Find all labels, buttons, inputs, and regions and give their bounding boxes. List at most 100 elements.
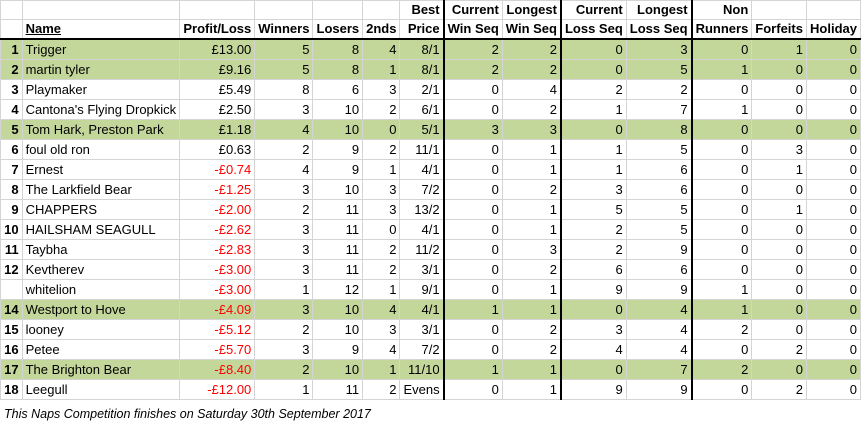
- winners-cell[interactable]: 2: [254, 319, 314, 340]
- profit-loss-cell[interactable]: -£1.25: [179, 179, 256, 200]
- forfeits-cell[interactable]: 0: [751, 259, 807, 280]
- longest-loss-seq-cell[interactable]: 5: [625, 219, 693, 240]
- holiday-cell[interactable]: 0: [805, 239, 861, 260]
- winners-cell[interactable]: 1: [254, 379, 314, 400]
- holiday-cell[interactable]: 0: [805, 99, 861, 120]
- best-price-cell[interactable]: 11/1: [399, 139, 445, 160]
- current-loss-seq-cell[interactable]: 6: [560, 259, 627, 280]
- header-loss-seq[interactable]: Loss Seq: [560, 19, 627, 40]
- seconds-cell[interactable]: 0: [362, 219, 401, 240]
- player-name-cell[interactable]: Cantona's Flying Dropkick: [21, 99, 181, 120]
- current-loss-seq-cell[interactable]: 1: [560, 99, 627, 120]
- forfeits-cell[interactable]: 0: [751, 299, 807, 320]
- longest-win-seq-cell[interactable]: 1: [501, 279, 562, 300]
- longest-loss-seq-cell[interactable]: 5: [625, 139, 693, 160]
- holiday-cell[interactable]: 0: [805, 38, 861, 60]
- longest-loss-seq-cell[interactable]: 9: [625, 379, 693, 400]
- non-runners-cell[interactable]: 0: [691, 139, 753, 160]
- player-name-cell[interactable]: martin tyler: [21, 59, 181, 80]
- player-name-cell[interactable]: Ernest: [21, 159, 181, 180]
- current-win-seq-cell[interactable]: 0: [442, 279, 503, 300]
- seconds-cell[interactable]: 3: [362, 79, 401, 100]
- winners-cell[interactable]: 5: [254, 59, 314, 80]
- non-runners-cell[interactable]: 0: [691, 159, 753, 180]
- forfeits-cell[interactable]: 0: [751, 179, 807, 200]
- header-win-seq-longest[interactable]: Win Seq: [501, 19, 562, 40]
- non-runners-cell[interactable]: 0: [691, 119, 753, 140]
- holiday-cell[interactable]: 0: [805, 199, 861, 220]
- rank-cell[interactable]: 17: [0, 359, 23, 380]
- non-runners-cell[interactable]: 1: [691, 99, 753, 120]
- best-price-cell[interactable]: 2/1: [399, 79, 445, 100]
- holiday-cell[interactable]: 0: [805, 179, 861, 200]
- current-win-seq-cell[interactable]: 2: [442, 38, 503, 60]
- losers-cell[interactable]: 11: [312, 239, 364, 260]
- seconds-cell[interactable]: 2: [362, 239, 401, 260]
- longest-win-seq-cell[interactable]: 1: [501, 219, 562, 240]
- seconds-cell[interactable]: 3: [362, 179, 401, 200]
- non-runners-cell[interactable]: 1: [691, 279, 753, 300]
- winners-cell[interactable]: 5: [254, 38, 314, 60]
- forfeits-cell[interactable]: 0: [751, 119, 807, 140]
- current-win-seq-cell[interactable]: 0: [442, 339, 503, 360]
- best-price-cell[interactable]: 8/1: [399, 59, 445, 80]
- header-price[interactable]: Price: [399, 19, 445, 40]
- longest-win-seq-cell[interactable]: 4: [501, 79, 562, 100]
- player-name-cell[interactable]: CHAPPERS: [21, 199, 181, 220]
- winners-cell[interactable]: 3: [254, 299, 314, 320]
- winners-cell[interactable]: 1: [254, 279, 314, 300]
- longest-win-seq-cell[interactable]: 2: [501, 59, 562, 80]
- longest-loss-seq-cell[interactable]: 9: [625, 239, 693, 260]
- current-win-seq-cell[interactable]: 0: [442, 79, 503, 100]
- best-price-cell[interactable]: 7/2: [399, 179, 445, 200]
- non-runners-cell[interactable]: 0: [691, 219, 753, 240]
- seconds-cell[interactable]: 4: [362, 299, 401, 320]
- best-price-cell[interactable]: 4/1: [399, 159, 445, 180]
- current-win-seq-cell[interactable]: 0: [442, 379, 503, 400]
- non-runners-cell[interactable]: 0: [691, 339, 753, 360]
- longest-win-seq-cell[interactable]: 2: [501, 38, 562, 60]
- seconds-cell[interactable]: 1: [362, 159, 401, 180]
- longest-loss-seq-cell[interactable]: 4: [625, 319, 693, 340]
- current-loss-seq-cell[interactable]: 1: [560, 159, 627, 180]
- non-runners-cell[interactable]: 1: [691, 299, 753, 320]
- holiday-cell[interactable]: 0: [805, 339, 861, 360]
- current-loss-seq-cell[interactable]: 0: [560, 59, 627, 80]
- forfeits-cell[interactable]: 1: [751, 159, 807, 180]
- best-price-cell[interactable]: 7/2: [399, 339, 445, 360]
- seconds-cell[interactable]: 3: [362, 319, 401, 340]
- forfeits-cell[interactable]: 2: [751, 379, 807, 400]
- rank-cell[interactable]: [0, 279, 23, 300]
- holiday-cell[interactable]: 0: [805, 119, 861, 140]
- best-price-cell[interactable]: 11/10: [399, 359, 445, 380]
- forfeits-cell[interactable]: 0: [751, 239, 807, 260]
- losers-cell[interactable]: 8: [312, 38, 364, 60]
- losers-cell[interactable]: 12: [312, 279, 364, 300]
- holiday-cell[interactable]: 0: [805, 319, 861, 340]
- player-name-cell[interactable]: Playmaker: [21, 79, 181, 100]
- current-loss-seq-cell[interactable]: 2: [560, 219, 627, 240]
- header-cell[interactable]: [254, 0, 314, 20]
- longest-loss-seq-cell[interactable]: 6: [625, 179, 693, 200]
- forfeits-cell[interactable]: 1: [751, 199, 807, 220]
- current-loss-seq-cell[interactable]: 0: [560, 299, 627, 320]
- current-win-seq-cell[interactable]: 3: [442, 119, 503, 140]
- longest-win-seq-cell[interactable]: 3: [501, 119, 562, 140]
- non-runners-cell[interactable]: 1: [691, 59, 753, 80]
- losers-cell[interactable]: 9: [312, 339, 364, 360]
- best-price-cell[interactable]: 6/1: [399, 99, 445, 120]
- profit-loss-cell[interactable]: -£5.70: [179, 339, 256, 360]
- profit-loss-cell[interactable]: £2.50: [179, 99, 256, 120]
- longest-win-seq-cell[interactable]: 1: [501, 139, 562, 160]
- seconds-cell[interactable]: 4: [362, 38, 401, 60]
- seconds-cell[interactable]: 4: [362, 339, 401, 360]
- header-cell[interactable]: [0, 0, 23, 20]
- non-runners-cell[interactable]: 0: [691, 379, 753, 400]
- current-win-seq-cell[interactable]: 0: [442, 99, 503, 120]
- forfeits-cell[interactable]: 0: [751, 359, 807, 380]
- winners-cell[interactable]: 4: [254, 119, 314, 140]
- header-losers[interactable]: Losers: [312, 19, 364, 40]
- current-loss-seq-cell[interactable]: 3: [560, 319, 627, 340]
- longest-win-seq-cell[interactable]: 2: [501, 179, 562, 200]
- longest-loss-seq-cell[interactable]: 8: [625, 119, 693, 140]
